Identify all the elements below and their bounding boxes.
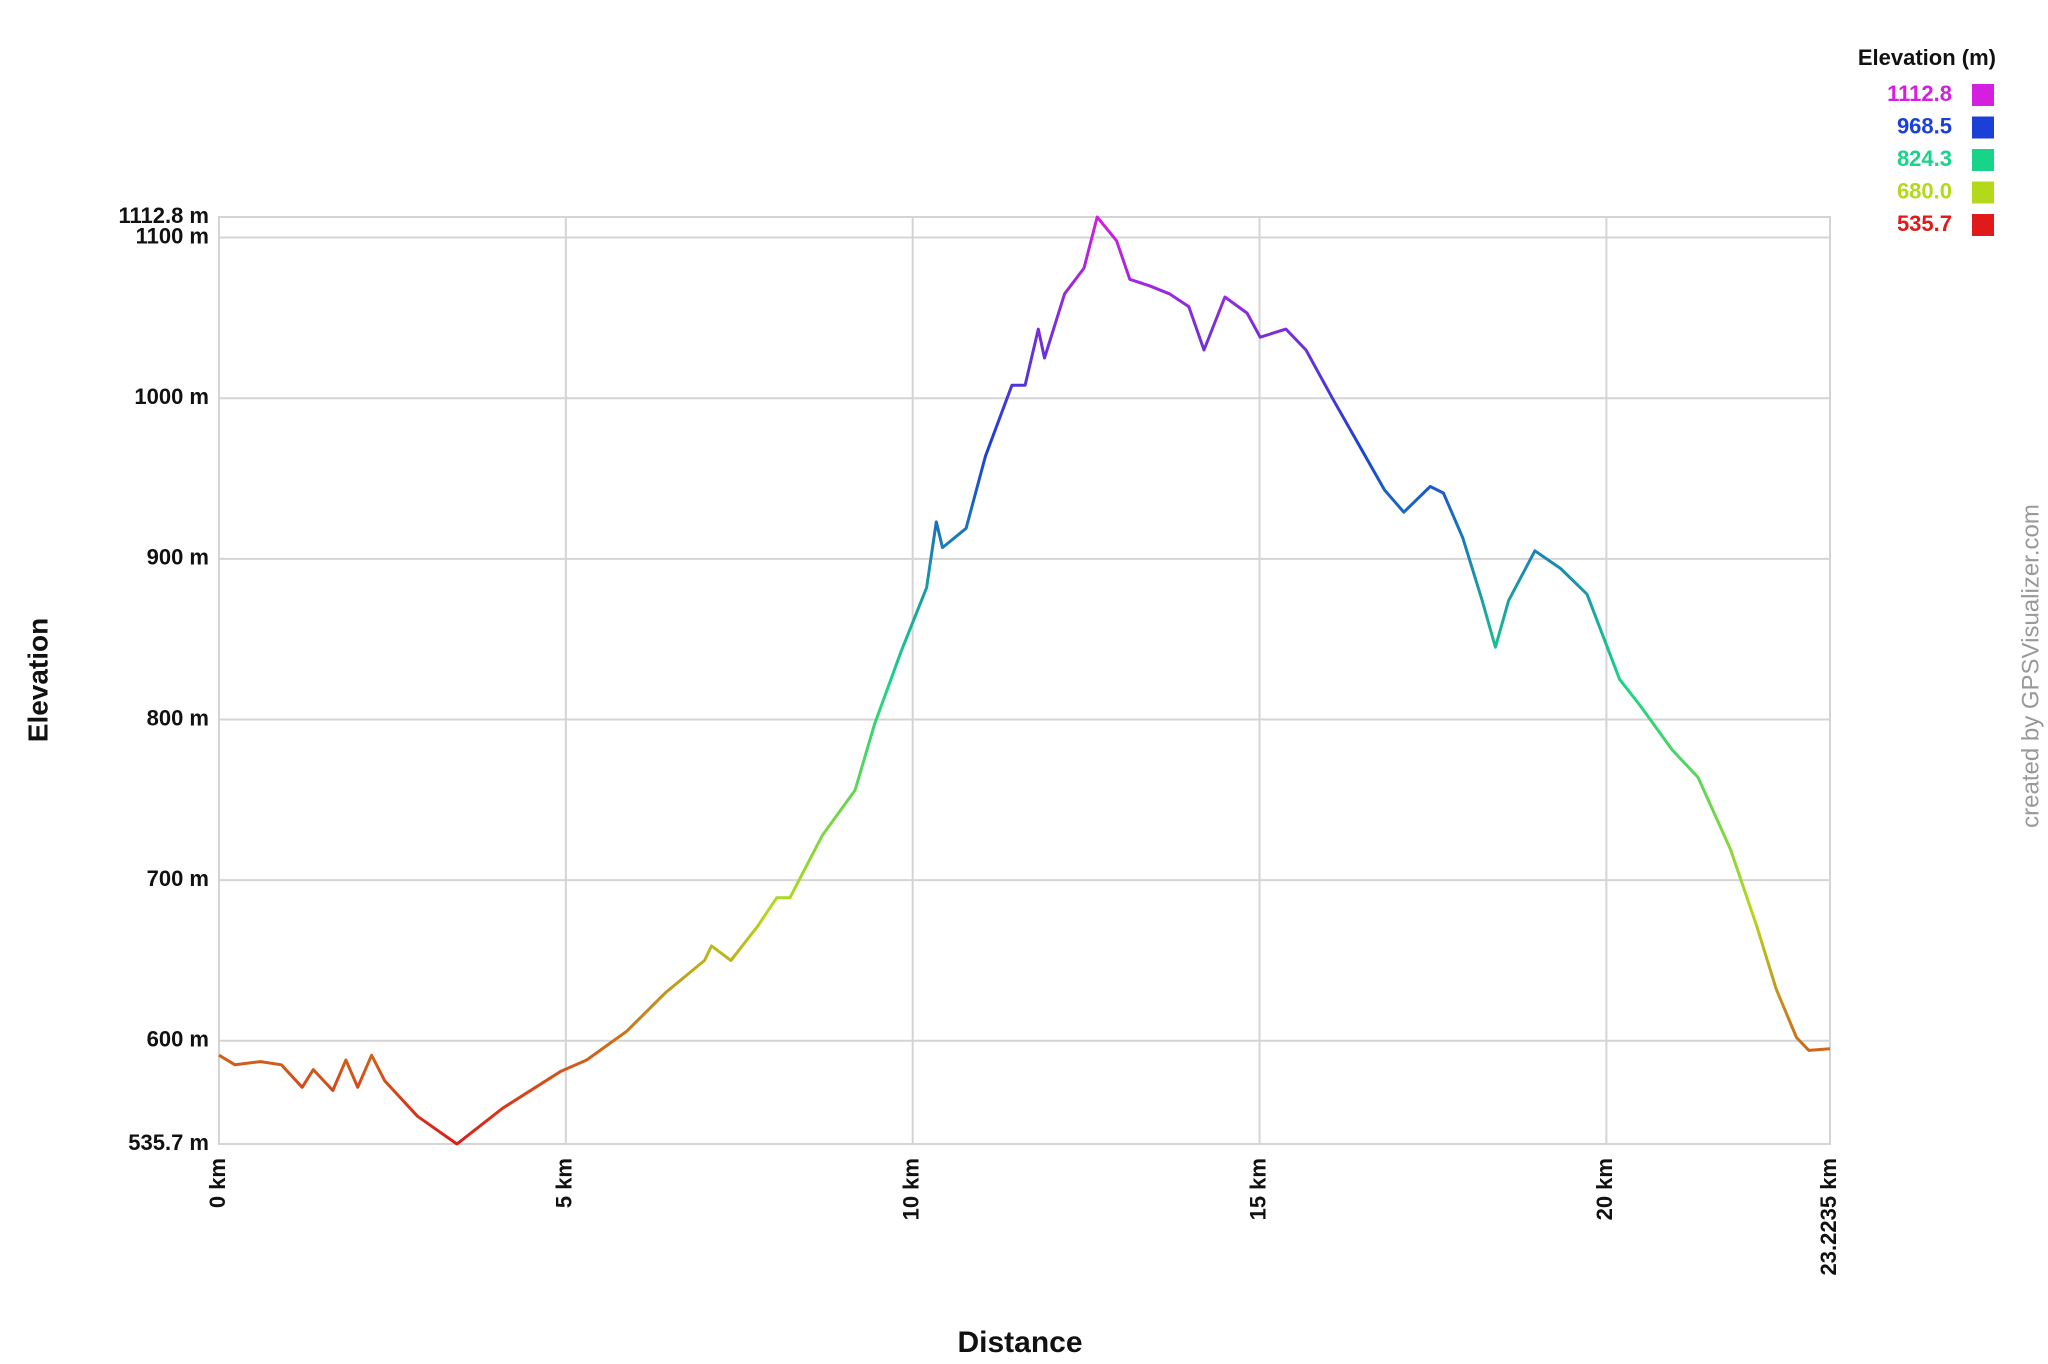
y-tick-label: 800 m — [147, 705, 209, 730]
y-tick-label: 700 m — [147, 866, 209, 891]
legend-swatch — [1972, 116, 1994, 139]
x-axis-title: Distance — [957, 1326, 1082, 1359]
x-tick-label: 5 km — [552, 1158, 577, 1208]
legend-label: 968.5 — [1897, 113, 1952, 138]
x-tick-label: 0 km — [205, 1158, 230, 1208]
elevation-line — [218, 215, 1831, 1146]
x-tick-label: 10 km — [899, 1158, 924, 1220]
y-tick-label: 1112.8 m — [118, 203, 209, 228]
legend-label: 680.0 — [1897, 178, 1952, 203]
legend-label: 824.3 — [1897, 146, 1952, 171]
legend-swatch — [1972, 84, 1994, 106]
x-tick-label: 20 km — [1592, 1158, 1617, 1220]
y-tick-label: 600 m — [147, 1027, 209, 1052]
watermark: created by GPSVisualizer.com — [2017, 504, 2044, 828]
y-tick-label: 535.7 m — [128, 1130, 209, 1155]
legend-swatch — [1972, 214, 1994, 236]
legend-label: 535.7 — [1897, 211, 1952, 236]
x-tick-label: 23.2235 km — [1816, 1158, 1841, 1275]
legend-swatch — [1972, 149, 1994, 171]
plot-frame — [218, 216, 1831, 1145]
y-tick-label: 900 m — [147, 545, 209, 570]
legend-swatch — [1972, 181, 1994, 204]
x-tick-label: 15 km — [1245, 1158, 1270, 1220]
legend-title: Elevation (m) — [1858, 45, 1996, 70]
y-tick-label: 1100 m — [136, 223, 209, 248]
y-axis-title: Elevation — [22, 618, 53, 742]
y-tick-label: 1000 m — [134, 384, 209, 409]
legend-label: 1112.8 — [1887, 81, 1952, 106]
